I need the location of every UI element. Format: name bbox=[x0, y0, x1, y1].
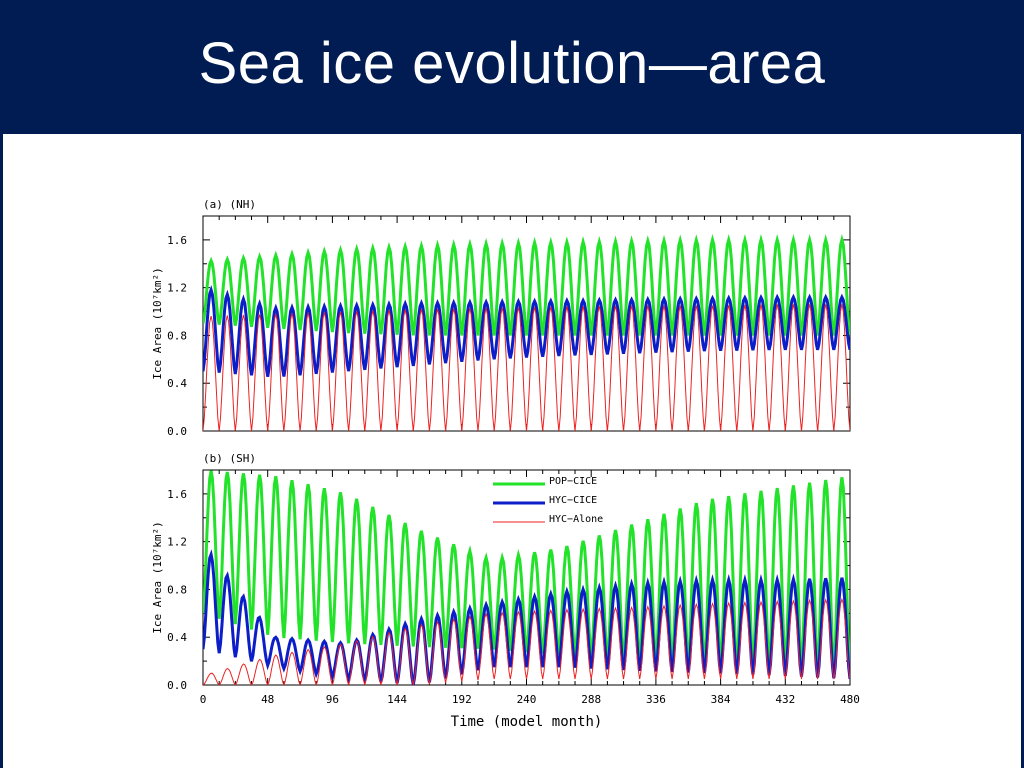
y-tick-label: 0.4 bbox=[167, 631, 187, 644]
series-line-hyc-cice bbox=[203, 284, 850, 377]
y-axis-label: Ice Area (10⁷km²) bbox=[151, 521, 164, 634]
x-tick-label: 192 bbox=[452, 693, 472, 706]
x-tick-label: 240 bbox=[517, 693, 537, 706]
series-line-pop-cice bbox=[203, 234, 850, 336]
x-tick-label: 288 bbox=[581, 693, 601, 706]
panel-label: (a) (NH) bbox=[203, 198, 256, 211]
x-tick-label: 336 bbox=[646, 693, 666, 706]
x-tick-label: 432 bbox=[775, 693, 795, 706]
legend: POP−CICE HYC−CICE HYC−Alone bbox=[493, 476, 603, 525]
y-tick-label: 1.6 bbox=[167, 234, 187, 247]
x-tick-label: 0 bbox=[200, 693, 207, 706]
slide-title: Sea ice evolution—area bbox=[198, 31, 826, 96]
y-axis-label: Ice Area (10⁷km²) bbox=[151, 267, 164, 380]
y-tick-label: 0.0 bbox=[167, 425, 187, 438]
legend-entry: POP−CICE bbox=[549, 476, 597, 487]
legend-entry: HYC−CICE bbox=[549, 495, 597, 506]
y-tick-label: 0.8 bbox=[167, 583, 187, 596]
legend-entry: HYC−Alone bbox=[549, 514, 603, 525]
x-tick-label: 384 bbox=[711, 693, 731, 706]
series-line-hyc-alone bbox=[203, 597, 850, 685]
panel-label: (b) (SH) bbox=[203, 452, 256, 465]
x-axis-label: Time (model month) bbox=[451, 714, 603, 730]
y-tick-label: 1.2 bbox=[167, 282, 187, 295]
series-line-hyc-cice bbox=[203, 549, 850, 685]
y-tick-label: 0.8 bbox=[167, 329, 187, 342]
series-line-hyc-alone bbox=[203, 304, 850, 431]
x-tick-label: 480 bbox=[840, 693, 860, 706]
x-tick-label: 48 bbox=[261, 693, 274, 706]
y-tick-label: 0.0 bbox=[167, 679, 187, 692]
panel-nh: (a) (NH) 0.0 0.4 0.8 1.2 1.6 Ice Area (10⁷km²) bbox=[151, 198, 851, 438]
x-tick-label: 144 bbox=[387, 693, 407, 706]
panel-sh: (b) (SH) 0.0 0.4 0.8 1.2 1.6 Ice Area (10⁷km²)… bbox=[151, 452, 860, 730]
x-tick-label: 96 bbox=[326, 693, 339, 706]
y-tick-label: 0.4 bbox=[167, 377, 187, 390]
left-border bbox=[0, 134, 3, 768]
right-border bbox=[1021, 134, 1024, 768]
y-tick-label: 1.6 bbox=[167, 488, 187, 501]
slide-header: Sea ice evolution—area bbox=[0, 0, 1024, 134]
y-tick-label: 1.2 bbox=[167, 536, 187, 549]
series-line-pop-cice bbox=[203, 470, 850, 674]
